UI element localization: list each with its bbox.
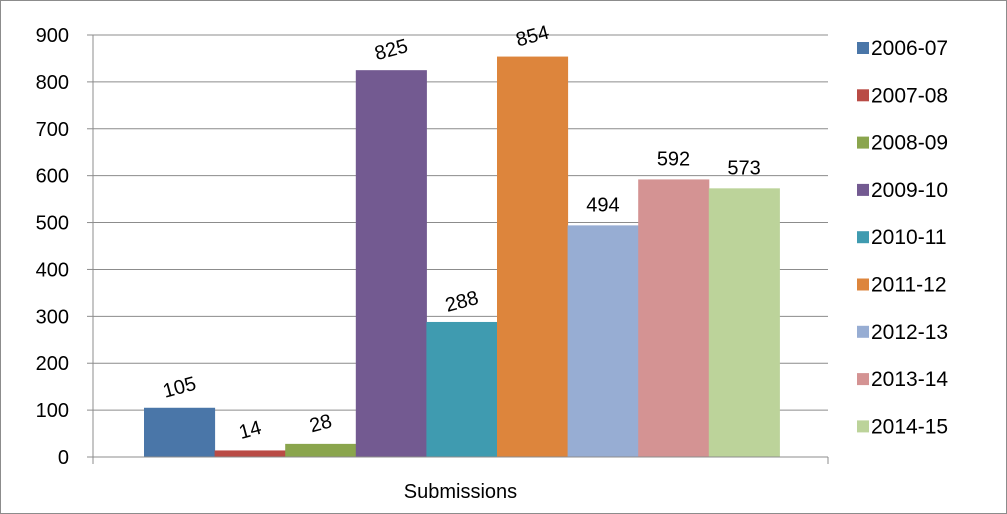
data-label-2009-10: 825 xyxy=(372,35,410,65)
legend-label-2013-14: 2013-14 xyxy=(871,368,948,391)
bar-2007-08 xyxy=(214,450,286,457)
legend-label-2008-09: 2008-09 xyxy=(871,132,948,155)
legend-label-2010-11: 2010-11 xyxy=(871,226,947,249)
category-label: Submissions xyxy=(404,481,517,503)
y-tick-label: 500 xyxy=(36,213,69,235)
legend-swatch-2013-14 xyxy=(857,373,869,386)
y-tick-label: 700 xyxy=(36,119,69,141)
legend-swatch-2011-12 xyxy=(857,278,869,291)
bar-2012-13 xyxy=(567,225,639,457)
y-tick-label: 0 xyxy=(58,447,69,469)
bar-2013-14 xyxy=(638,179,710,457)
y-tick-label: 600 xyxy=(36,166,69,188)
legend-swatch-2007-08 xyxy=(857,89,869,102)
data-label-2008-09: 28 xyxy=(307,410,334,437)
legend-swatch-2008-09 xyxy=(857,136,869,149)
data-label-2010-11: 288 xyxy=(443,287,481,317)
legend-swatch-2014-15 xyxy=(857,420,869,433)
bar-2006-07 xyxy=(144,407,216,457)
legend-label-2009-10: 2009-10 xyxy=(871,179,948,202)
legend-label-2011-12: 2011-12 xyxy=(871,274,947,297)
bar-2011-12 xyxy=(497,56,569,458)
data-label-2014-15: 573 xyxy=(727,157,760,179)
data-label-2011-12: 854 xyxy=(514,22,552,52)
legend-label-2007-08: 2007-08 xyxy=(871,84,948,107)
legend: 2006-07 2007-08 2008-09 2009-10 2010-11 2011-… xyxy=(857,37,948,438)
legend-swatch-2010-11 xyxy=(857,231,869,244)
data-label-2006-07: 105 xyxy=(161,373,199,403)
y-tick-label: 200 xyxy=(36,353,69,375)
y-tick-label: 800 xyxy=(36,72,69,94)
legend-swatch-2009-10 xyxy=(857,183,869,196)
y-tick-label: 900 xyxy=(36,25,69,47)
y-tick-label: 300 xyxy=(36,306,69,328)
y-axis: 0 100 200 300 400 500 600 700 800 900 xyxy=(36,25,94,469)
legend-swatch-2012-13 xyxy=(857,325,869,338)
bar-2009-10 xyxy=(355,70,427,458)
legend-label-2006-07: 2006-07 xyxy=(871,37,948,60)
data-label-2012-13: 494 xyxy=(586,194,619,216)
bars xyxy=(144,56,780,458)
y-tick-label: 100 xyxy=(36,400,69,422)
legend-label-2014-15: 2014-15 xyxy=(871,415,948,438)
x-axis: Submissions xyxy=(92,456,829,503)
bar-2008-09 xyxy=(285,443,357,457)
bar-2014-15 xyxy=(708,188,780,457)
bar-2010-11 xyxy=(426,321,498,457)
data-label-2013-14: 592 xyxy=(657,148,690,170)
y-tick-label: 400 xyxy=(36,259,69,281)
legend-swatch-2006-07 xyxy=(857,42,869,54)
data-label-2007-08: 14 xyxy=(237,417,264,444)
legend-label-2012-13: 2012-13 xyxy=(871,321,948,344)
